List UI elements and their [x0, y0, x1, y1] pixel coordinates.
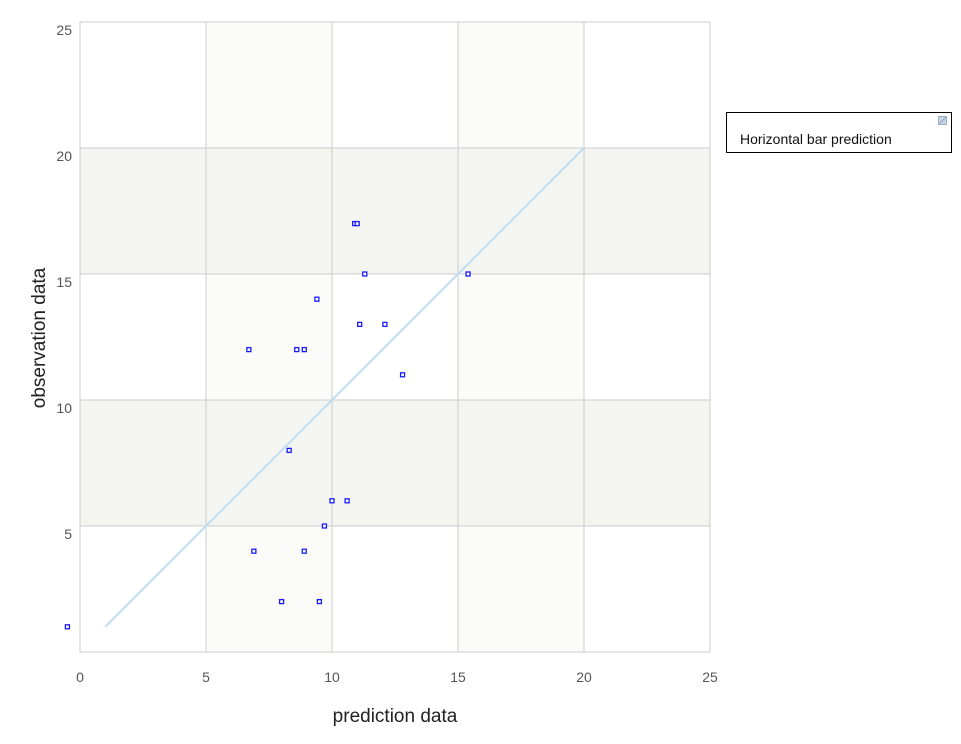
data-point — [64, 624, 71, 630]
background-band — [332, 400, 458, 526]
background-bands — [80, 22, 710, 652]
background-band — [80, 22, 206, 148]
x-tick-label: 25 — [702, 669, 718, 685]
x-tick-labels: 0 5 10 15 20 25 — [76, 669, 718, 685]
data-point — [278, 598, 285, 605]
data-point — [362, 271, 368, 277]
background-band — [206, 526, 332, 652]
background-band — [458, 526, 584, 652]
data-point — [294, 346, 300, 353]
legend-expand-icon[interactable] — [938, 116, 947, 125]
background-band — [584, 526, 710, 652]
data-point — [301, 548, 307, 554]
y-tick-label: 15 — [56, 274, 72, 290]
y-tick-label: 25 — [56, 22, 72, 38]
background-band — [206, 22, 332, 148]
y-axis-title: observation data — [29, 267, 50, 408]
background-band — [80, 274, 206, 400]
x-tick-label: 10 — [324, 669, 340, 685]
background-band — [458, 274, 584, 400]
data-point — [314, 296, 320, 302]
background-band — [458, 22, 584, 148]
x-tick-label: 20 — [576, 669, 592, 685]
reference-line — [104, 147, 585, 628]
reference-line-group — [104, 147, 585, 628]
data-point — [344, 498, 350, 504]
background-band — [80, 400, 206, 526]
data-point — [382, 321, 388, 328]
gridlines — [80, 22, 710, 652]
y-tick-label: 10 — [56, 400, 72, 416]
background-band — [332, 148, 458, 274]
background-band — [80, 148, 206, 274]
data-point — [329, 498, 335, 504]
data-point — [357, 321, 363, 328]
x-tick-label: 15 — [450, 669, 466, 685]
legend-entry-label: Horizontal bar prediction — [740, 131, 892, 147]
data-point — [321, 523, 328, 529]
background-band — [584, 400, 710, 526]
data-point — [251, 548, 257, 554]
background-band — [332, 22, 458, 148]
background-band — [206, 148, 332, 274]
y-tick-label: 20 — [56, 148, 72, 164]
x-tick-label: 0 — [76, 669, 84, 685]
background-band — [458, 400, 584, 526]
background-band — [206, 274, 332, 400]
data-point — [354, 220, 360, 227]
data-point — [399, 372, 406, 378]
data-points — [64, 220, 471, 630]
data-point — [465, 271, 471, 277]
background-band — [584, 148, 710, 274]
y-tick-label: 5 — [64, 526, 72, 542]
data-point — [301, 346, 307, 353]
data-point — [246, 346, 252, 353]
data-point — [286, 447, 292, 454]
background-band — [584, 274, 710, 400]
x-axis-title: prediction data — [333, 706, 458, 727]
plot-frame — [79, 21, 711, 653]
background-band — [584, 22, 710, 148]
x-tick-label: 5 — [202, 669, 210, 685]
legend: Horizontal bar prediction — [726, 112, 952, 153]
data-point — [316, 598, 323, 605]
background-band — [332, 526, 458, 652]
y-tick-labels: 5 10 15 20 25 — [56, 22, 72, 542]
